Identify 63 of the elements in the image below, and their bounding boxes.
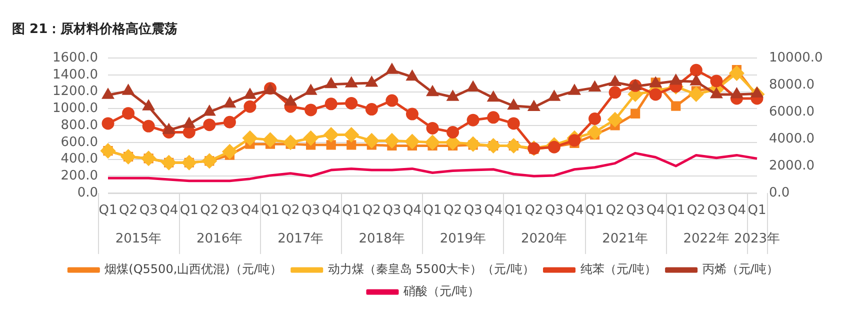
x-tick-label: Q3	[707, 203, 726, 218]
x-tick-label: Q2	[444, 203, 462, 218]
y-tick-label: 600.0	[60, 134, 98, 150]
legend-label: 丙烯（元/吨）	[702, 262, 778, 276]
y2-tick-label: 10000.0	[769, 50, 823, 66]
x-tick-label: Q1	[342, 203, 361, 218]
legend-label: 纯苯（元/吨）	[580, 262, 656, 276]
y-tick-label: 1600.0	[52, 50, 98, 66]
x-tick-label: Q4	[322, 203, 340, 218]
x-tick-label: Q4	[402, 203, 422, 218]
text: 2022年	[683, 231, 730, 246]
x-tick-label: Q1	[180, 203, 198, 218]
legend-label: 烟煤(Q5500,山西优混)（元/吨）	[104, 262, 282, 276]
y2-tick-label: 0.0	[769, 185, 790, 200]
x-tick-label: Q3	[220, 203, 239, 218]
y-tick-label: 0.0	[77, 185, 98, 200]
y-tick-label: 1000.0	[52, 101, 98, 116]
x-tick-label: Q3	[382, 203, 402, 218]
text: 2021年	[602, 231, 648, 246]
x-tick-label: Q1	[504, 203, 523, 218]
x-tick-label: Q3	[302, 203, 320, 218]
text: 2018年	[358, 231, 405, 246]
y-tick-label: 1400.0	[52, 67, 98, 82]
y2-tick-label: 4000.0	[769, 131, 814, 146]
x-tick-label: Q4	[727, 203, 746, 218]
x-tick-label: Q3	[139, 203, 158, 218]
x-tick-label: Q4	[484, 203, 503, 218]
legend-label: 硝酸（元/吨）	[402, 284, 480, 298]
y2-tick-label: 8000.0	[769, 77, 814, 92]
legend-label: 动力煤（秦皇岛 5500大卡）（元/吨）	[328, 262, 534, 276]
x-tick-label: Q4	[240, 203, 260, 218]
x-tick-label: Q1	[748, 203, 766, 218]
chart-title: 图 21：原材料价格高位震荡	[12, 20, 178, 38]
x-tick-label: Q2	[524, 203, 544, 218]
text: 2023年	[734, 231, 780, 246]
y-tick-label: 1200.0	[52, 84, 98, 100]
y2-tick-label: 2000.0	[769, 158, 814, 174]
text: 2017年	[278, 231, 324, 246]
text: 2019年	[440, 231, 486, 246]
y-tick-label: 400.0	[60, 152, 98, 167]
y2-tick-label: 6000.0	[769, 104, 814, 120]
x-tick-label: Q1	[423, 203, 442, 218]
x-tick-label: Q2	[281, 203, 300, 218]
x-tick-label: Q2	[362, 203, 381, 218]
x-tick-label: Q1	[98, 203, 118, 218]
x-tick-label: Q2	[119, 203, 138, 218]
y-tick-label: 800.0	[60, 118, 98, 133]
x-tick-label: Q3	[464, 203, 482, 218]
text: 2015年	[115, 231, 162, 246]
x-tick-label: Q2	[606, 203, 624, 218]
x-tick-label: Q2	[200, 203, 219, 218]
text: 2020年	[521, 231, 568, 246]
x-tick-label: Q3	[626, 203, 645, 218]
x-tick-label: Q1	[260, 203, 280, 218]
x-tick-label: Q1	[585, 203, 604, 218]
x-tick-label: Q3	[544, 203, 564, 218]
x-tick-label: Q4	[565, 203, 584, 218]
x-tick-label: Q4	[160, 203, 178, 218]
y-tick-label: 200.0	[60, 168, 98, 184]
x-tick-label: Q1	[666, 203, 686, 218]
text: 2016年	[196, 231, 243, 246]
x-tick-label: Q2	[686, 203, 706, 218]
x-tick-label: Q4	[646, 203, 665, 218]
